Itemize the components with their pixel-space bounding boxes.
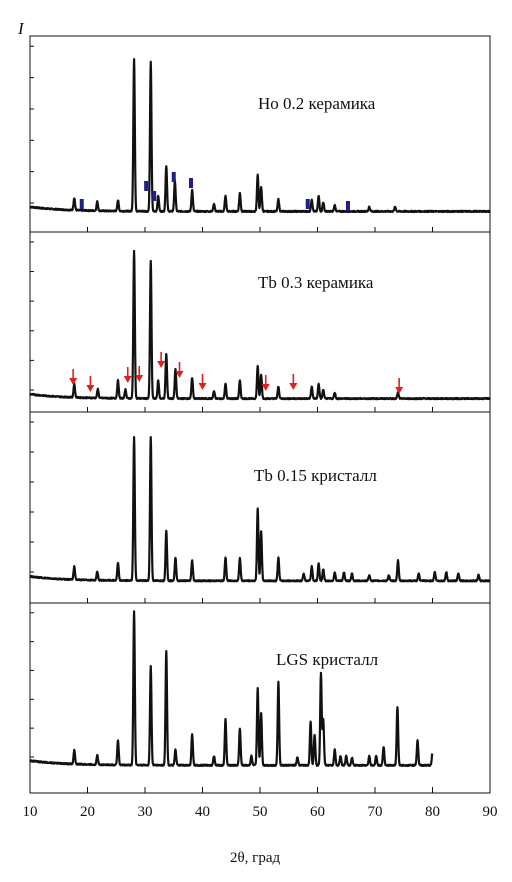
impurity-bar-marker: [79, 199, 84, 209]
panel-tb03-ceramic: Tb 0.3 керамика: [29, 231, 491, 413]
panel-title-tb03-ceramic: Tb 0.3 керамика: [258, 273, 374, 292]
impurity-bar-marker: [189, 178, 193, 188]
panel-title-lgs-crystal: LGS кристалл: [276, 650, 379, 669]
impurity-bar-marker: [144, 181, 149, 191]
panel-title-ho-ceramic: Ho 0.2 керамика: [258, 94, 376, 113]
arrow-marker-head: [135, 375, 144, 382]
series-line: [29, 58, 491, 214]
arrow-marker-head: [198, 383, 207, 390]
impurity-bar-marker: [345, 201, 350, 211]
x-axis-ticks: 10 20 30 40 50 60 70 80 90: [23, 227, 498, 820]
x-tick-label: 90: [483, 804, 498, 820]
arrow-marker-head: [69, 378, 78, 385]
arrow-marker-head: [175, 371, 184, 378]
x-tick-label: 30: [138, 804, 153, 820]
panel-tb015-crystal: Tb 0.15 кристалл: [29, 411, 491, 604]
x-tick-label: 10: [23, 804, 38, 820]
impurity-bar-marker: [152, 191, 157, 201]
arrow-marker-head: [157, 361, 166, 368]
series-line: [29, 610, 434, 768]
x-tick-label: 20: [80, 804, 95, 820]
series-line: [29, 249, 491, 401]
x-tick-label: 70: [368, 804, 383, 820]
panel-lgs-crystal: LGS кристалл: [29, 602, 491, 794]
arrow-marker-head: [261, 384, 270, 391]
x-tick-label: 40: [195, 804, 210, 820]
x-axis-label: 2θ, град: [230, 850, 280, 866]
x-tick-label: 60: [310, 804, 325, 820]
impurity-bar-marker: [305, 199, 310, 209]
x-tick-label: 80: [425, 804, 440, 820]
arrow-marker-head: [123, 376, 132, 383]
y-axis-label: I: [17, 19, 25, 38]
series-line: [29, 435, 491, 583]
arrow-marker-head: [289, 383, 298, 390]
x-tick-label: 50: [253, 804, 268, 820]
panel-title-tb015-crystal: Tb 0.15 кристалл: [254, 466, 377, 485]
impurity-bar-marker: [171, 172, 176, 182]
arrow-marker-head: [86, 385, 95, 392]
panel-ho-ceramic: Ho 0.2 керамика: [29, 35, 491, 233]
arrow-marker-head: [395, 387, 404, 394]
